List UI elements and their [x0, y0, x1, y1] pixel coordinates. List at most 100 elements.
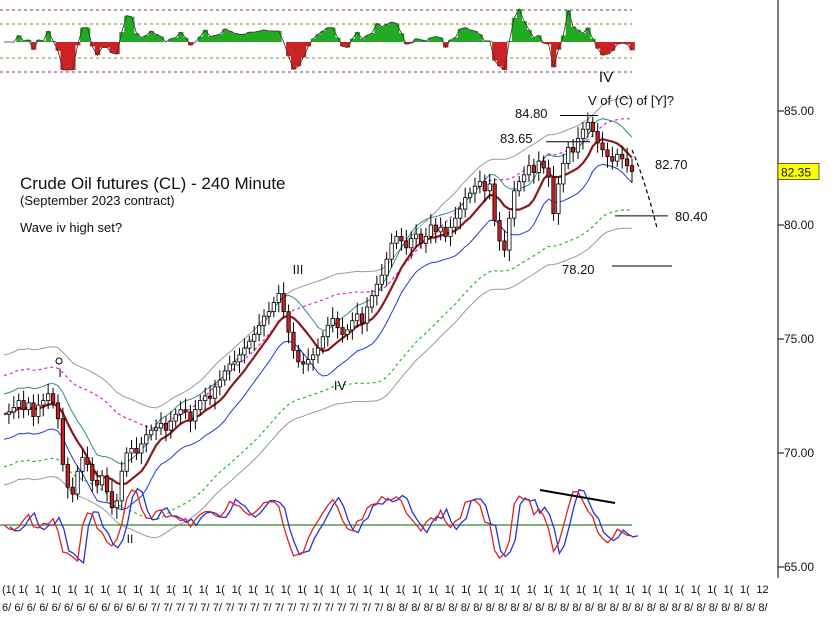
hist-bar — [398, 33, 405, 42]
hist-bar — [330, 27, 336, 42]
x-tick-label-top: 1( — [527, 584, 537, 596]
x-tick-label-bottom: 6/ — [126, 602, 136, 614]
x-tick-label-top: 1( — [182, 584, 192, 596]
candle-body — [418, 233, 424, 244]
candle-body — [360, 313, 365, 324]
hist-bar — [467, 29, 473, 42]
candle-body — [566, 147, 571, 164]
x-tick-label-bottom: 6/ — [76, 602, 86, 614]
ma-band-lower — [3, 163, 633, 511]
osc-fast-line — [3, 489, 633, 563]
hist-outline — [4, 8, 633, 71]
x-tick-label-bottom: 8/ — [523, 602, 533, 614]
hist-bar — [403, 42, 410, 45]
candle-body — [521, 174, 527, 183]
x-tick-label-bottom: 8/ — [486, 602, 496, 614]
candle-body — [374, 283, 379, 297]
candle-body — [257, 324, 262, 335]
hist-bar — [251, 32, 258, 42]
last-price-box — [777, 163, 820, 180]
hist-bar — [21, 40, 27, 42]
hist-bar — [428, 37, 434, 42]
candle-body — [536, 160, 541, 173]
hist-bar — [457, 28, 464, 42]
candle-body — [212, 386, 218, 399]
candle-body — [350, 320, 355, 331]
candle-body — [242, 347, 247, 356]
hist-bar — [575, 29, 581, 42]
x-tick-label-top: 1( — [35, 584, 45, 596]
candle-body — [247, 340, 252, 349]
candle-body — [556, 183, 561, 215]
x-tick-label-bottom: 8/ — [560, 602, 570, 614]
price-level-label: 84.80 — [515, 106, 548, 121]
candle-body — [330, 318, 335, 326]
hist-bar — [183, 37, 189, 42]
candle-body — [80, 457, 85, 472]
hist-bar — [413, 38, 419, 42]
hist-bar — [570, 26, 576, 42]
x-tick-label-bottom: 8/ — [535, 602, 545, 614]
hist-bar — [614, 42, 621, 45]
x-tick-label-top: 1( — [674, 584, 684, 596]
hist-bar — [526, 29, 532, 42]
candle-body — [502, 240, 507, 251]
hist-bar — [551, 42, 557, 68]
candle-body — [11, 406, 16, 413]
candle-body — [325, 324, 330, 338]
hist-bar — [173, 37, 179, 42]
x-tick-label-top: 1( — [248, 584, 258, 596]
hist-bar — [364, 35, 370, 42]
hist-bar — [315, 34, 321, 42]
x-tick-label-bottom: 6/ — [52, 602, 62, 614]
hist-bar — [114, 42, 120, 55]
hist-bar — [202, 29, 209, 42]
hist-bar — [94, 42, 101, 56]
x-tick-label-bottom: 8/ — [672, 602, 682, 614]
candle-body — [144, 434, 149, 445]
candle-body — [232, 361, 237, 365]
x-tick-label-top: 1( — [445, 584, 455, 596]
x-tick-label-top: 1( — [330, 584, 340, 596]
x-tick-label-top: 1( — [478, 584, 488, 596]
wave-label: II — [127, 532, 134, 546]
y-axis: 65.00 70.00 75.00 80.00 85.00 82.35 — [777, 104, 820, 574]
candle-body — [109, 491, 115, 509]
candle-body — [114, 500, 119, 509]
candle-body — [104, 475, 110, 493]
hist-bar — [619, 42, 626, 44]
outer-band-upper — [3, 97, 632, 409]
candle-body — [438, 226, 443, 233]
x-tick-label-top: 1( — [199, 584, 209, 596]
x-tick-label-bottom: 8/ — [758, 602, 768, 614]
hist-bar — [629, 42, 635, 51]
candle-body — [301, 361, 306, 365]
candle-body — [26, 402, 31, 411]
hist-bar — [609, 42, 616, 51]
hist-bar — [168, 38, 174, 42]
hist-bar — [158, 36, 164, 42]
wave-label: IV — [334, 378, 347, 393]
x-tick-label-top: (1( — [2, 584, 16, 596]
x-tick-label-bottom: 6/ — [114, 602, 124, 614]
hist-bar — [148, 31, 155, 42]
x-tick-label-bottom: 7/ — [151, 602, 161, 614]
x-tick-label-top: 1( — [68, 584, 78, 596]
hist-bar — [389, 22, 395, 42]
candle-body — [482, 181, 487, 192]
wave-label: III — [293, 262, 304, 277]
x-tick-label-bottom: 8/ — [734, 602, 744, 614]
hist-bar — [423, 40, 429, 42]
x-tick-label-bottom: 7/ — [312, 602, 322, 614]
x-tick-label-bottom: 8/ — [634, 602, 644, 614]
hist-bar — [232, 33, 238, 42]
hist-bar — [237, 34, 243, 42]
hist-bar — [295, 42, 302, 67]
x-tick-label-bottom: 7/ — [188, 602, 198, 614]
hist-bar — [335, 37, 341, 42]
candle-body — [541, 160, 546, 169]
x-tick-label-bottom: 8/ — [411, 602, 421, 614]
x-tick-label-top: 1( — [396, 584, 406, 596]
hist-bar — [546, 42, 552, 45]
hist-bar — [305, 42, 312, 47]
